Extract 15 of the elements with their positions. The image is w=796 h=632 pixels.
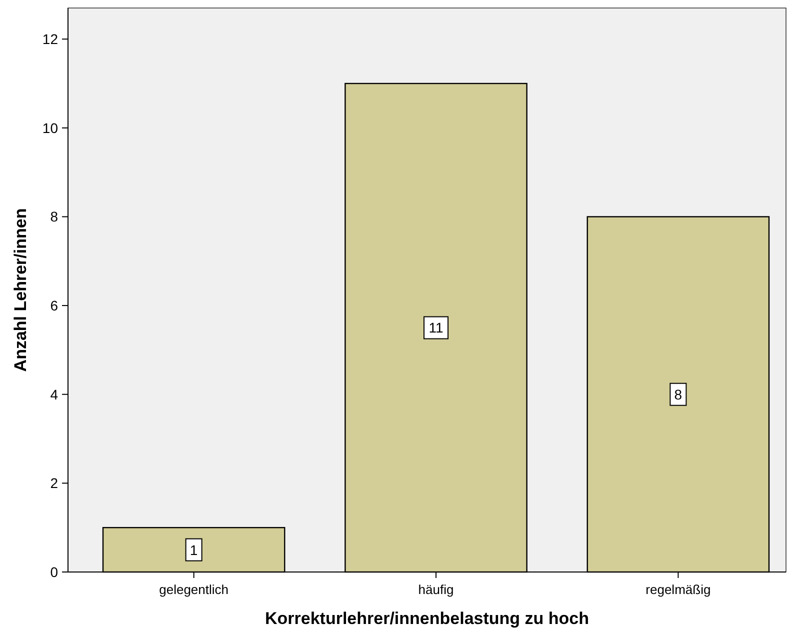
- y-tick-label: 6: [50, 298, 58, 314]
- y-tick-label: 0: [50, 564, 58, 580]
- data-label: 8: [674, 386, 682, 402]
- data-label: 1: [190, 542, 198, 558]
- x-axis-title: Korrekturlehrer/innenbelastung zu hoch: [265, 609, 589, 628]
- y-tick-label: 8: [50, 208, 58, 225]
- y-tick-label: 10: [42, 120, 58, 136]
- y-tick-label: 4: [50, 386, 58, 402]
- x-tick-label: regelmäßig: [646, 582, 711, 597]
- x-tick-label: gelegentlich: [159, 582, 229, 597]
- y-tick-label: 12: [42, 31, 58, 48]
- y-axis-title: Anzahl Lehrer/innen: [11, 208, 30, 372]
- data-label: 11: [428, 320, 444, 336]
- x-tick-label: häufig: [418, 582, 454, 597]
- y-tick-label: 2: [50, 475, 58, 492]
